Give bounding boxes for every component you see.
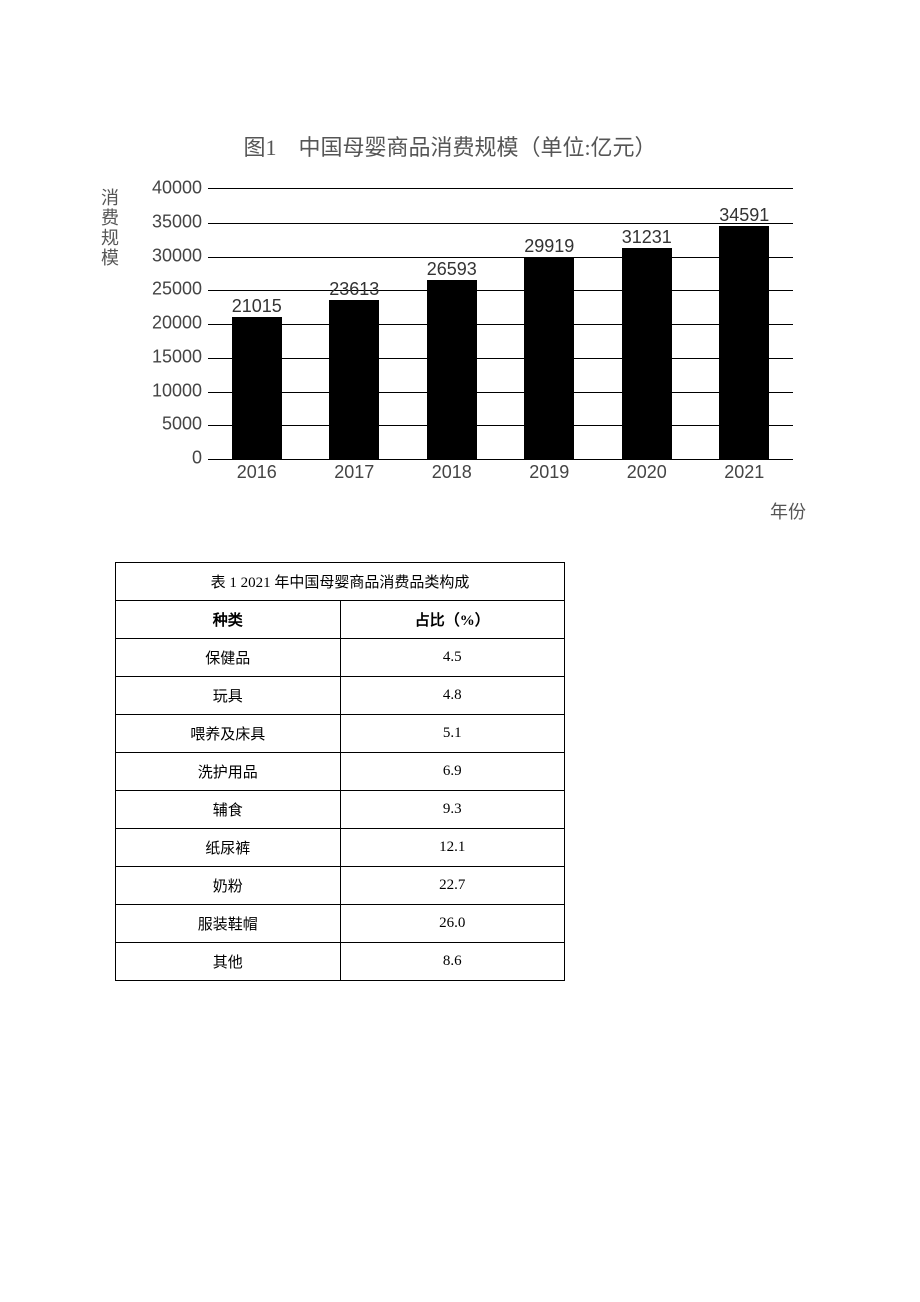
bar-rect (622, 248, 672, 459)
y-tick-label: 20000 (142, 313, 202, 334)
y-tick-label: 0 (142, 448, 202, 469)
x-tick-label: 2017 (314, 462, 394, 483)
table-row: 喂养及床具5.1 (116, 715, 565, 753)
table-col-category: 种类 (116, 601, 341, 639)
bar-rect (329, 300, 379, 459)
cell-percent: 8.6 (340, 943, 565, 981)
bar-rect (427, 280, 477, 460)
bar-value-label: 34591 (684, 205, 804, 226)
cell-percent: 4.5 (340, 639, 565, 677)
bar-chart: 消费规模 05000100001500020000250003000035000… (100, 188, 800, 528)
composition-table: 表 1 2021 年中国母婴商品消费品类构成 种类 占比（%） 保健品4.5玩具… (115, 562, 565, 981)
y-tick-label: 10000 (142, 380, 202, 401)
table-col-percent: 占比（%） (340, 601, 565, 639)
bar-rect (232, 317, 282, 459)
bar-rect (524, 257, 574, 459)
x-axis-label: 年份 (770, 498, 806, 524)
bars-group: 210152361326593299193123134591 (208, 189, 793, 459)
cell-percent: 9.3 (340, 791, 565, 829)
cell-category: 辅食 (116, 791, 341, 829)
page: 图1 中国母婴商品消费规模（单位:亿元） 消费规模 0 5000 10000 1500… (0, 0, 920, 981)
cell-percent: 4.8 (340, 677, 565, 715)
cell-category: 玩具 (116, 677, 341, 715)
bar: 29919 (524, 257, 574, 459)
x-tick-label: 2021 (704, 462, 784, 483)
bar: 34591 (719, 226, 769, 459)
bar: 23613 (329, 300, 379, 459)
bar: 31231 (622, 248, 672, 459)
table-row: 保健品4.5 (116, 639, 565, 677)
bar-rect (719, 226, 769, 459)
composition-table-wrap: 表 1 2021 年中国母婴商品消费品类构成 种类 占比（%） 保健品4.5玩具… (115, 562, 565, 981)
table-row: 其他8.6 (116, 943, 565, 981)
x-tick-label: 2020 (607, 462, 687, 483)
y-tick-label: 15000 (142, 346, 202, 367)
cell-category: 洗护用品 (116, 753, 341, 791)
y-tick-label: 5000 (142, 414, 202, 435)
bar-value-label: 31231 (587, 227, 707, 248)
table-row: 洗护用品6.9 (116, 753, 565, 791)
table-row: 辅食9.3 (116, 791, 565, 829)
cell-percent: 6.9 (340, 753, 565, 791)
x-tick-label: 2019 (509, 462, 589, 483)
cell-category: 奶粉 (116, 867, 341, 905)
x-axis-ticks: 2016 2017 2018 2019 2020 2021 (208, 462, 793, 492)
y-tick-label: 25000 (142, 279, 202, 300)
x-tick-label: 2018 (412, 462, 492, 483)
bar-value-label: 23613 (294, 279, 414, 300)
x-tick-label: 2016 (217, 462, 297, 483)
table-header-row: 种类 占比（%） (116, 601, 565, 639)
cell-category: 纸尿裤 (116, 829, 341, 867)
table-title: 表 1 2021 年中国母婴商品消费品类构成 (116, 563, 565, 601)
table-row: 玩具4.8 (116, 677, 565, 715)
bar-value-label: 26593 (392, 259, 512, 280)
table-title-row: 表 1 2021 年中国母婴商品消费品类构成 (116, 563, 565, 601)
table-row: 服装鞋帽26.0 (116, 905, 565, 943)
cell-category: 服装鞋帽 (116, 905, 341, 943)
y-tick-label: 30000 (142, 245, 202, 266)
cell-percent: 5.1 (340, 715, 565, 753)
table-row: 纸尿裤12.1 (116, 829, 565, 867)
cell-percent: 26.0 (340, 905, 565, 943)
cell-percent: 22.7 (340, 867, 565, 905)
cell-category: 喂养及床具 (116, 715, 341, 753)
cell-category: 其他 (116, 943, 341, 981)
bar: 26593 (427, 280, 477, 460)
y-tick-label: 35000 (142, 211, 202, 232)
cell-percent: 12.1 (340, 829, 565, 867)
table-row: 奶粉22.7 (116, 867, 565, 905)
cell-category: 保健品 (116, 639, 341, 677)
bar: 21015 (232, 317, 282, 459)
plot-area: 210152361326593299193123134591 (208, 188, 793, 460)
y-axis-label: 消费规模 (96, 188, 122, 268)
y-tick-label: 40000 (142, 178, 202, 199)
y-axis-ticks: 0500010000150002000025000300003500040000 (142, 188, 202, 458)
chart-title: 图1 中国母婴商品消费规模（单位:亿元） (100, 130, 800, 162)
